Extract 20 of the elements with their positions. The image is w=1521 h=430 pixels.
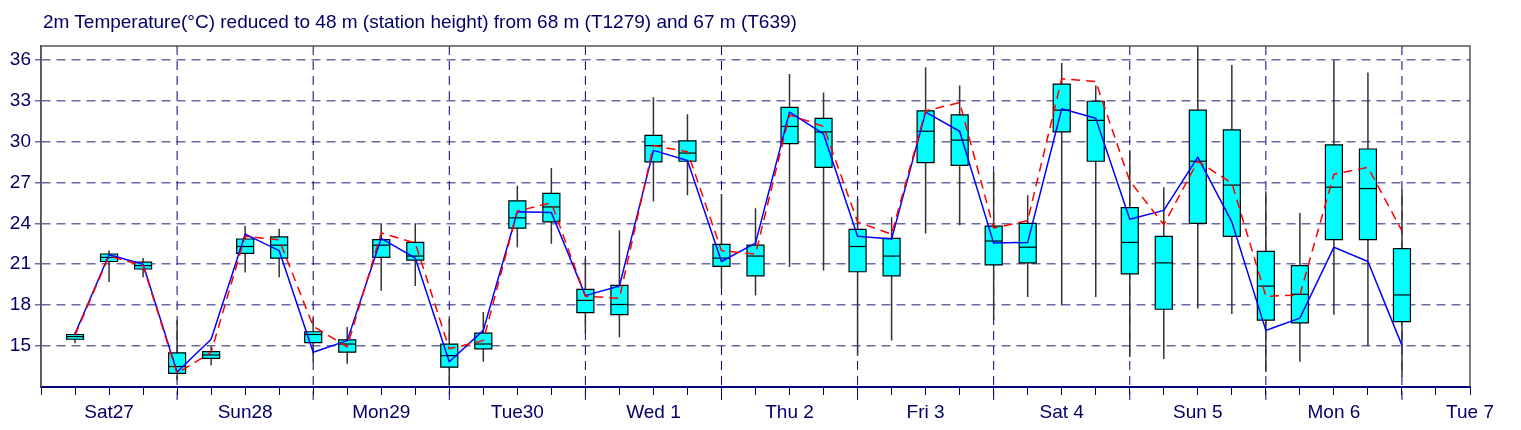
y-tick-label: 21 <box>9 252 31 274</box>
y-tick-label: 27 <box>9 170 31 192</box>
y-tick-label: 15 <box>9 334 31 356</box>
y-tick-label: 18 <box>9 293 31 315</box>
x-tick-label: Sat27 <box>84 400 134 422</box>
x-tick-label: Sun28 <box>217 400 273 422</box>
y-tick-label: 36 <box>9 47 31 69</box>
x-tick-label: Mon 6 <box>1307 400 1361 422</box>
x-tick-label: Wed 1 <box>626 400 681 422</box>
y-tick-label: 33 <box>9 88 31 110</box>
x-tick-label: Sat 4 <box>1039 400 1085 422</box>
x-tick-label: Tue 7 <box>1446 400 1494 422</box>
chart-title: 2m Temperature(°C) reduced to 48 m (station height) from 68 m (T1279) and 67 m (T639) <box>43 11 797 32</box>
y-tick-label: 24 <box>9 211 32 233</box>
x-tick-label: Tue30 <box>490 400 544 422</box>
x-tick-label: Thu 2 <box>765 400 814 422</box>
y-tick-label: 30 <box>9 129 31 151</box>
x-tick-label: Mon29 <box>352 400 411 422</box>
x-tick-label: Fri 3 <box>906 400 945 422</box>
x-tick-label: Sun 5 <box>1172 400 1223 422</box>
